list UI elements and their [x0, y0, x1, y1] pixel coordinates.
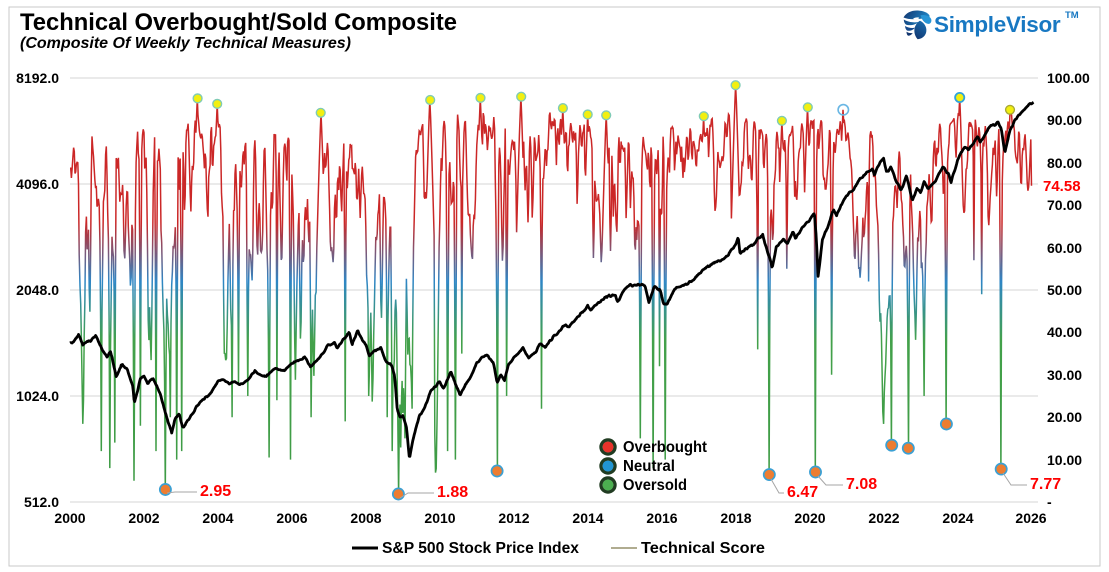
svg-text:80.00: 80.00: [1047, 155, 1082, 171]
svg-text:2018: 2018: [720, 510, 751, 526]
svg-text:40.00: 40.00: [1047, 324, 1082, 340]
svg-text:1024.0: 1024.0: [16, 388, 59, 404]
svg-text:4096.0: 4096.0: [16, 176, 59, 192]
svg-text:2010: 2010: [424, 510, 455, 526]
svg-text:7.08: 7.08: [846, 476, 877, 493]
svg-text:2008: 2008: [350, 510, 381, 526]
svg-text:100.00: 100.00: [1047, 70, 1090, 86]
svg-text:(Composite Of Weekly Technical: (Composite Of Weekly Technical Measures): [20, 35, 351, 52]
svg-text:7.77: 7.77: [1030, 476, 1061, 493]
svg-text:10.00: 10.00: [1047, 452, 1082, 468]
svg-text:90.00: 90.00: [1047, 112, 1082, 128]
svg-text:-: -: [1047, 494, 1052, 510]
svg-text:SimpleVisor: SimpleVisor: [934, 12, 1061, 37]
svg-text:2016: 2016: [646, 510, 677, 526]
svg-text:60.00: 60.00: [1047, 240, 1082, 256]
svg-text:20.00: 20.00: [1047, 409, 1082, 425]
svg-text:2024: 2024: [942, 510, 973, 526]
svg-text:2020: 2020: [794, 510, 825, 526]
svg-text:8192.0: 8192.0: [16, 70, 59, 86]
svg-text:2048.0: 2048.0: [16, 282, 59, 298]
svg-text:2012: 2012: [498, 510, 529, 526]
svg-text:Technical Overbought/Sold Comp: Technical Overbought/Sold Composite: [20, 9, 457, 36]
svg-text:50.00: 50.00: [1047, 282, 1082, 298]
svg-text:2014: 2014: [572, 510, 603, 526]
svg-text:Oversold: Oversold: [623, 477, 687, 494]
svg-text:2022: 2022: [868, 510, 899, 526]
svg-text:TM: TM: [1065, 10, 1079, 21]
svg-text:2.95: 2.95: [200, 483, 231, 500]
svg-text:74.58: 74.58: [1043, 178, 1081, 195]
svg-text:S&P 500 Stock Price Index: S&P 500 Stock Price Index: [382, 540, 579, 557]
svg-text:Technical Score: Technical Score: [641, 540, 765, 557]
svg-text:6.47: 6.47: [787, 484, 818, 501]
svg-text:2026: 2026: [1015, 510, 1046, 526]
svg-text:30.00: 30.00: [1047, 367, 1082, 383]
svg-text:2006: 2006: [276, 510, 307, 526]
svg-text:2000: 2000: [54, 510, 85, 526]
svg-text:2004: 2004: [202, 510, 233, 526]
svg-text:70.00: 70.00: [1047, 197, 1082, 213]
svg-text:1.88: 1.88: [437, 484, 468, 501]
svg-text:2002: 2002: [128, 510, 159, 526]
svg-text:512.0: 512.0: [24, 494, 59, 510]
svg-text:Overbought: Overbought: [623, 439, 708, 456]
svg-text:Neutral: Neutral: [623, 458, 675, 475]
